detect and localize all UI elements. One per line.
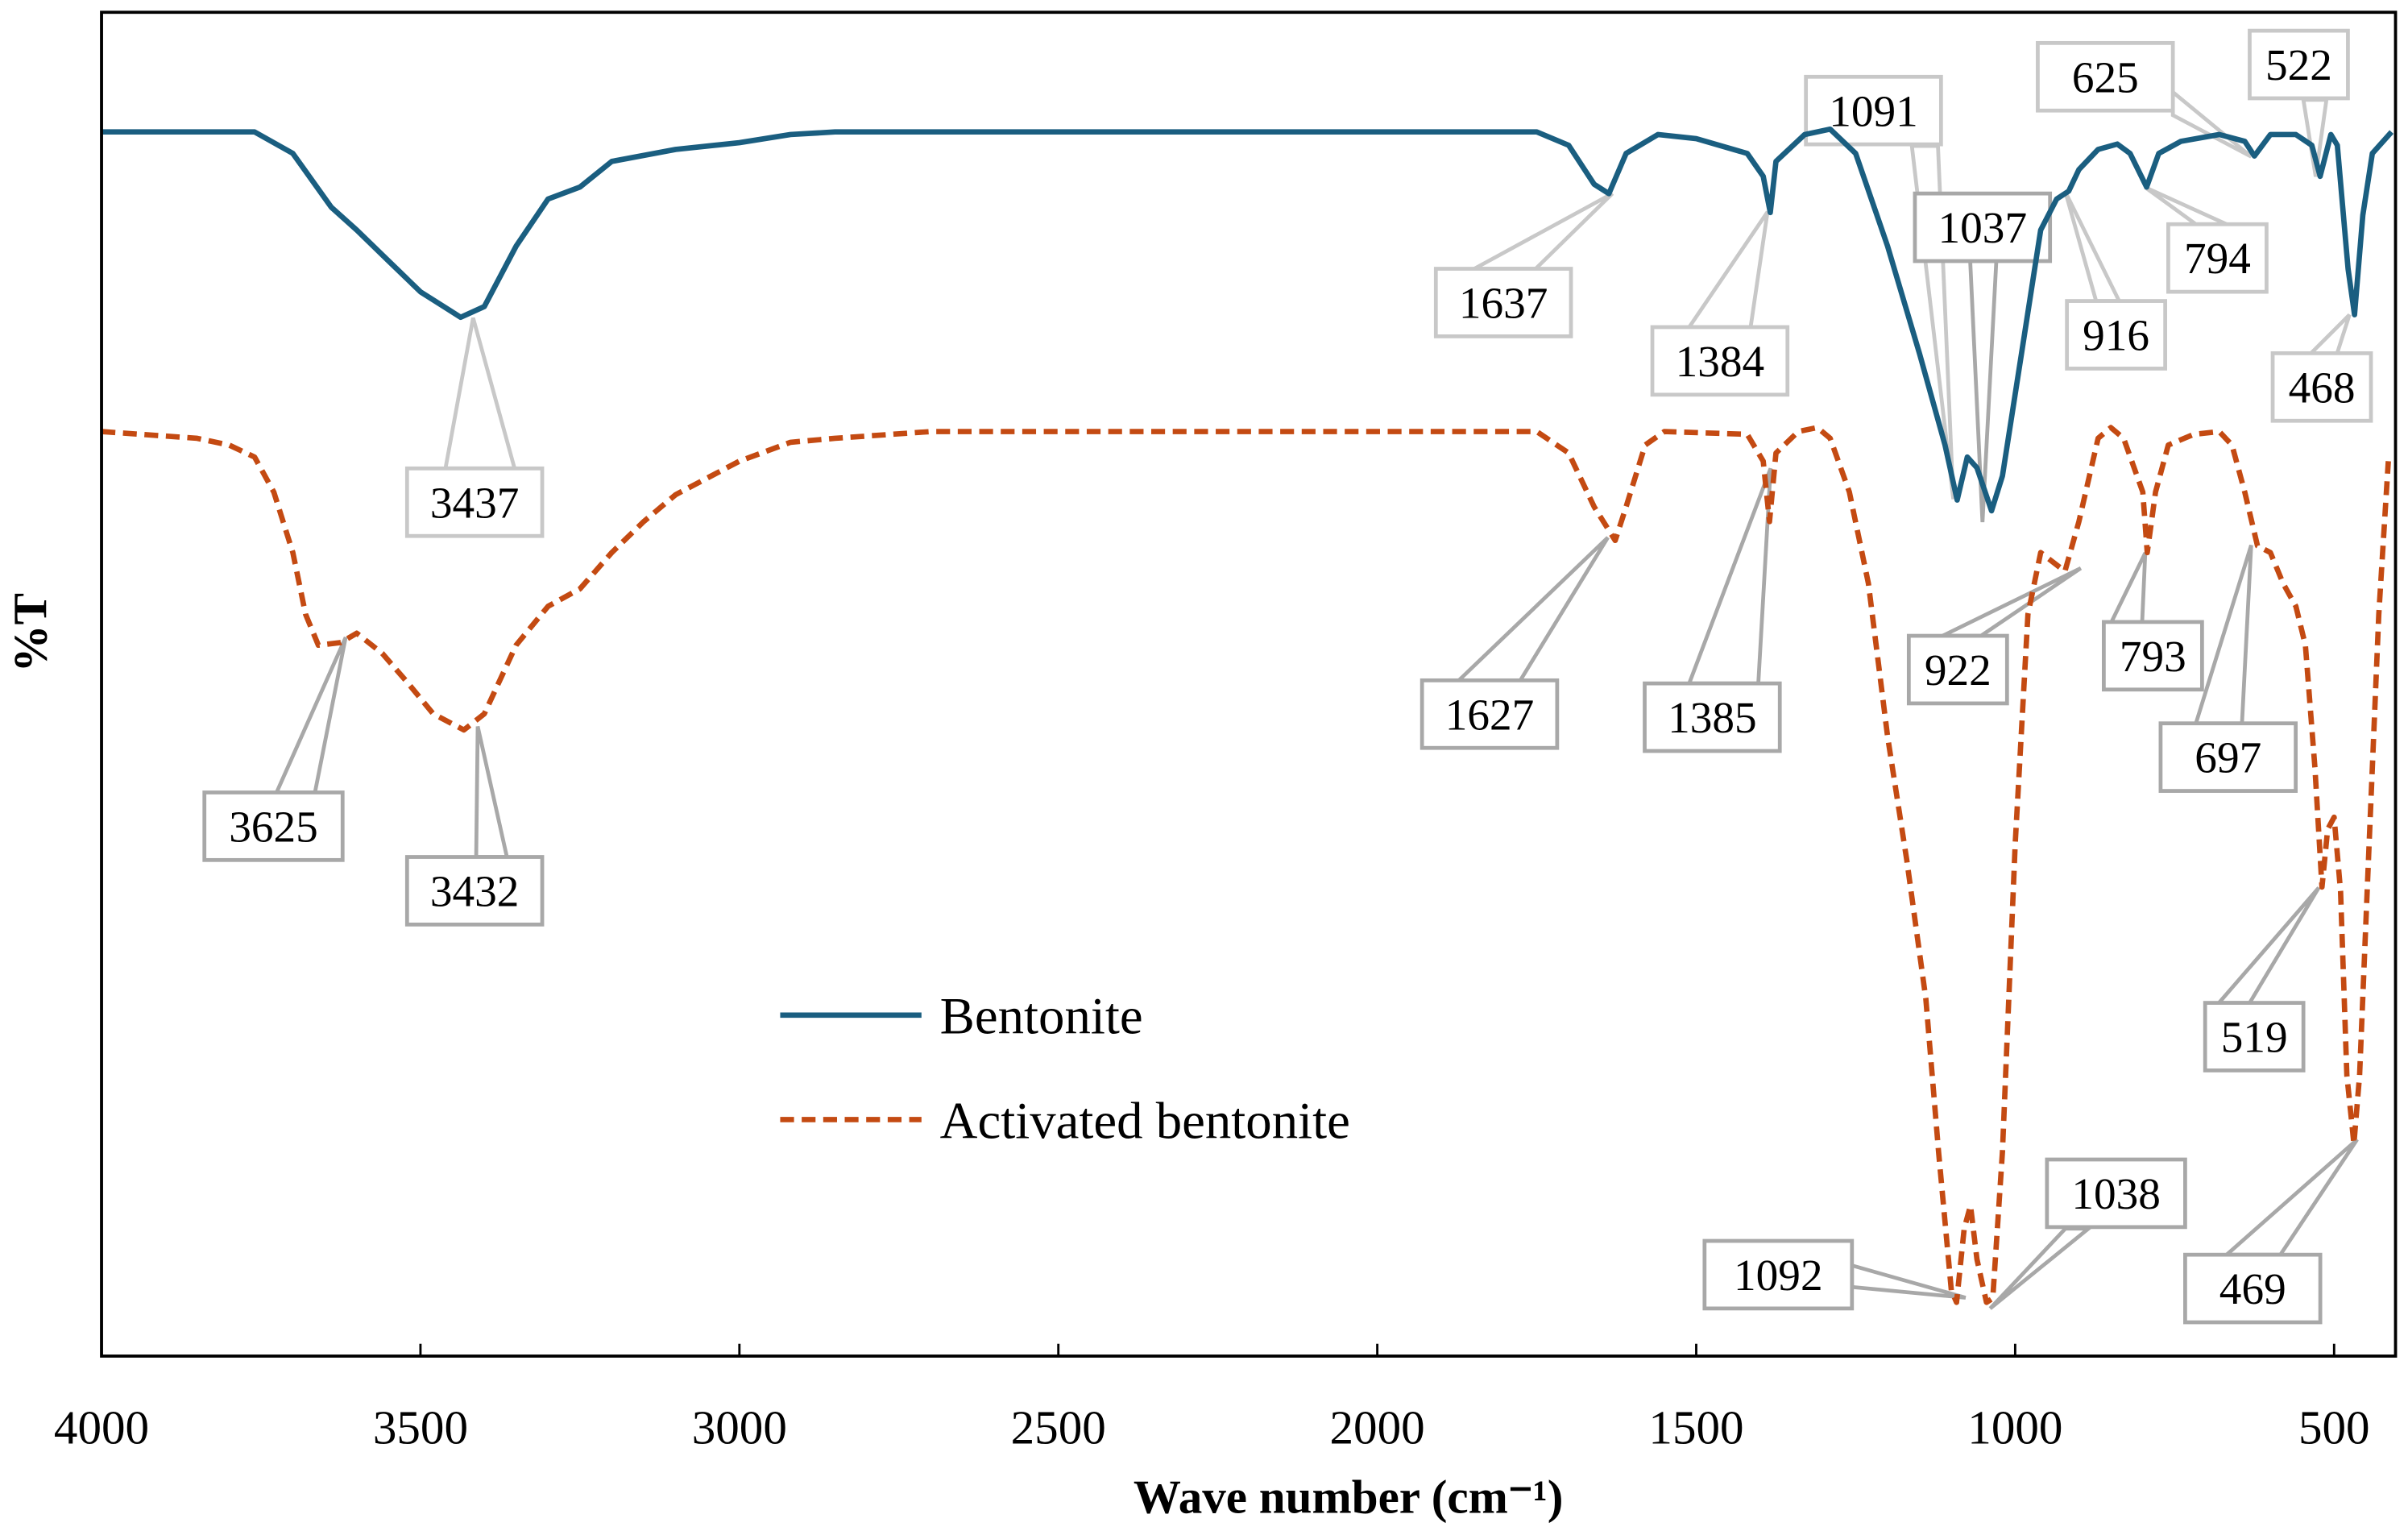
peak-annotations: 3437 1637 1384 1091 1037 916 794 625 522 468 3625 3… [202,28,2373,1325]
annotation-box [202,790,345,862]
peak-annotation: 1384 [1650,210,1790,397]
annotation-label: 916 [2083,311,2149,360]
annotation-label: 469 [2219,1264,2286,1313]
annotation-label: 697 [2195,733,2261,782]
peak-annotation: 3437 [404,317,545,538]
annotation-box [1643,681,1782,753]
annotation-label: 922 [1925,645,1991,695]
peak-annotation: 916 [2063,191,2168,371]
peak-annotation: 3625 [202,637,348,862]
annotation-box [1433,267,1573,338]
x-tick-label: 3000 [692,1401,787,1454]
annotation-leader [2170,88,2253,159]
annotation-box [404,855,545,927]
x-tick-label: 500 [2298,1401,2370,1454]
annotation-label: 468 [2289,363,2356,412]
annotation-label: 1384 [1676,337,1765,386]
annotation-label: 1091 [1829,86,1918,135]
legend-label-bentonite: Bentonite [940,988,1143,1046]
series-line-bentonite [102,126,2394,514]
annotation-leader [2108,552,2148,624]
series-line-activated-bentonite [101,425,2391,1305]
annotation-box [1702,1238,1855,1311]
annotation-label: 1037 [1938,203,2028,252]
annotation-box [1804,74,1943,147]
peak-annotation: 1627 [1420,536,1610,750]
annotation-leader [2063,191,2123,303]
annotation-label: 3625 [229,802,318,851]
legend-label-activated: Activated bentonite [940,1092,1350,1150]
x-tick-label: 2500 [1011,1401,1106,1454]
peak-annotation: 3432 [404,725,545,927]
annotation-box [404,466,545,538]
peak-annotation: 793 [2102,552,2204,692]
annotation-label: 625 [2072,52,2139,102]
annotation-box [1420,678,1560,750]
peak-annotation: 522 [2248,28,2350,177]
annotation-label: 1385 [1668,693,1757,742]
x-axis: 4000 3500 3000 2500 2000 1500 1000 500 [54,1343,2370,1454]
x-tick-label: 4000 [54,1401,149,1454]
annotation-box [2036,40,2175,113]
peak-annotation: 1092 [1702,1238,1967,1311]
annotation-label: 1038 [2071,1169,2161,1218]
peak-annotation: 468 [2270,313,2373,423]
annotation-box [2203,1001,2306,1072]
peak-annotation: 697 [2158,544,2298,793]
plot-frame [100,10,2398,1358]
annotation-box [2183,1252,2323,1325]
annotation-box [1650,325,1790,397]
annotation-box [2065,299,2168,371]
annotation-label: 1092 [1734,1251,1823,1300]
annotation-label: 3437 [430,478,520,527]
annotation-leader [1942,566,2083,638]
peak-annotation: 625 [2036,40,2253,159]
x-tick-label: 1000 [1967,1401,2062,1454]
annotation-label: 519 [2221,1013,2288,1062]
annotation-leader [273,637,348,794]
peak-annotation: 1385 [1643,467,1782,753]
annotation-label: 3432 [430,867,520,916]
annotation-leader [443,317,517,471]
annotation-label: 794 [2184,234,2251,283]
peak-annotation: 1037 [1913,191,2053,523]
peak-annotation: 1038 [1988,1157,2187,1310]
x-axis-title: Wave number (cm⁻¹) [1134,1470,1564,1523]
annotation-leader [1686,467,1773,686]
annotation-leader [1988,1226,2095,1310]
annotation-box [2158,721,2298,793]
peak-annotation: 794 [2144,185,2269,294]
annotation-box [2166,222,2269,294]
annotation-leader [1685,210,1770,330]
annotation-label: 1627 [1445,690,1535,739]
x-tick-label: 1500 [1648,1401,1743,1454]
peak-annotation: 519 [2203,886,2321,1072]
annotation-label: 1637 [1459,279,1548,328]
annotation-label: 793 [2120,632,2186,681]
series-lines [101,126,2394,1305]
annotation-leader [2306,313,2352,355]
peak-annotation: 1637 [1433,192,1614,338]
annotation-label: 522 [2265,40,2332,89]
annotation-leader [2215,886,2321,1005]
annotation-box [1906,633,2009,706]
annotation-box [2102,620,2204,692]
annotation-box [2270,351,2373,423]
peak-annotation: 922 [1906,566,2083,706]
annotation-box [1913,191,2053,263]
x-tick-label: 3500 [373,1401,468,1454]
annotation-box [2045,1157,2187,1230]
x-tick-label: 2000 [1330,1401,1425,1454]
annotation-box [2248,28,2350,101]
annotation-leader [2144,185,2228,226]
annotation-leader [2221,1138,2359,1257]
peak-annotation: 469 [2183,1138,2359,1325]
annotation-leader [1453,536,1610,682]
annotation-leader [1473,192,1614,271]
annotation-leader [474,725,510,859]
legend: Bentonite Activated bentonite [780,988,1350,1150]
y-axis-title: %T [3,593,56,672]
annotation-leader [2193,544,2253,726]
